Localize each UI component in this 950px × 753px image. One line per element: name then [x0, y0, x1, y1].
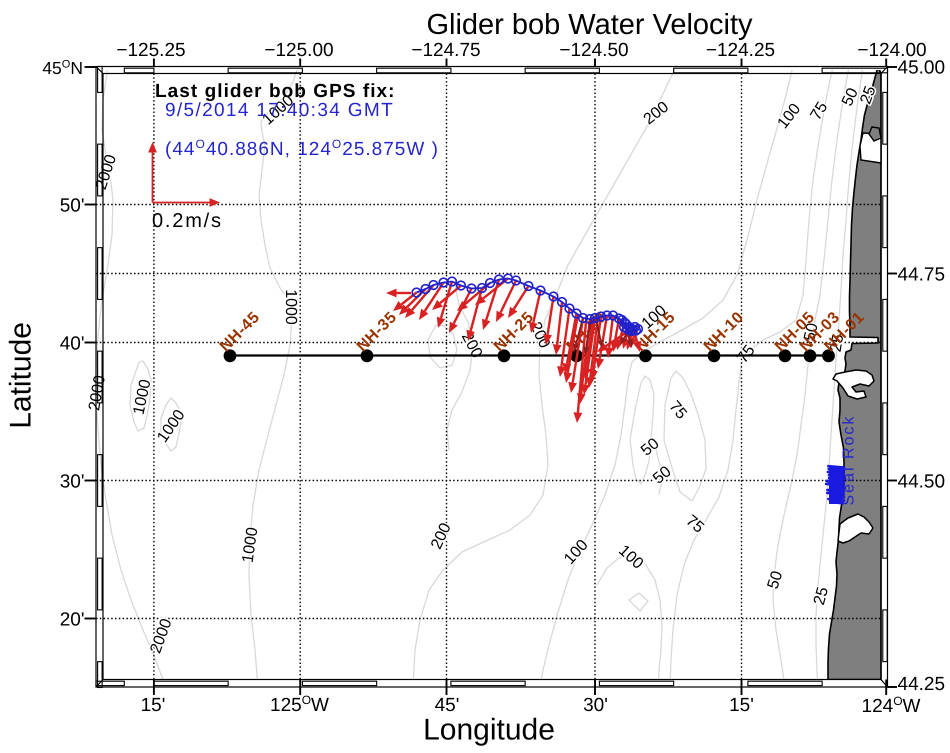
svg-text:50': 50': [60, 196, 85, 217]
svg-text:124OW: 124OW: [862, 694, 921, 717]
svg-text:1000: 1000: [282, 289, 299, 325]
svg-text:44.50: 44.50: [898, 472, 946, 493]
svg-text:45ON: 45ON: [42, 58, 83, 78]
svg-text:Last glider bob GPS fix:: Last glider bob GPS fix:: [155, 81, 396, 102]
svg-text:Seal Rock: Seal Rock: [841, 415, 858, 506]
svg-text:15': 15': [729, 695, 754, 716]
svg-text:45': 45': [435, 695, 460, 716]
svg-text:50: 50: [801, 322, 821, 343]
svg-text:−124.25: −124.25: [706, 40, 775, 61]
svg-text:44.25: 44.25: [898, 674, 946, 695]
svg-text:−125.00: −125.00: [264, 40, 333, 61]
svg-text:15': 15': [141, 695, 166, 716]
svg-text:(44O40.886N, 124O25.875W ): (44O40.886N, 124O25.875W ): [165, 137, 439, 160]
svg-text:40': 40': [60, 334, 85, 355]
svg-text:Longitude: Longitude: [423, 714, 555, 747]
svg-text:Glider bob Water Velocity: Glider bob Water Velocity: [426, 9, 753, 41]
svg-text:−124.75: −124.75: [411, 40, 480, 61]
svg-text:0.2m/s: 0.2m/s: [152, 210, 223, 232]
svg-text:30': 30': [60, 472, 85, 493]
svg-text:25: 25: [828, 333, 848, 354]
svg-text:44.75: 44.75: [898, 265, 946, 286]
svg-text:−124.50: −124.50: [559, 40, 628, 61]
svg-text:−124.00: −124.00: [857, 40, 926, 61]
svg-text:Latitude: Latitude: [5, 322, 38, 429]
svg-text:30': 30': [583, 695, 608, 716]
svg-text:20': 20': [60, 610, 85, 631]
svg-text:45.00: 45.00: [898, 58, 946, 79]
svg-text:125OW: 125OW: [270, 693, 329, 716]
svg-text:9/5/2014 17:40:34 GMT: 9/5/2014 17:40:34 GMT: [165, 100, 394, 121]
svg-text:−125.25: −125.25: [116, 40, 185, 61]
